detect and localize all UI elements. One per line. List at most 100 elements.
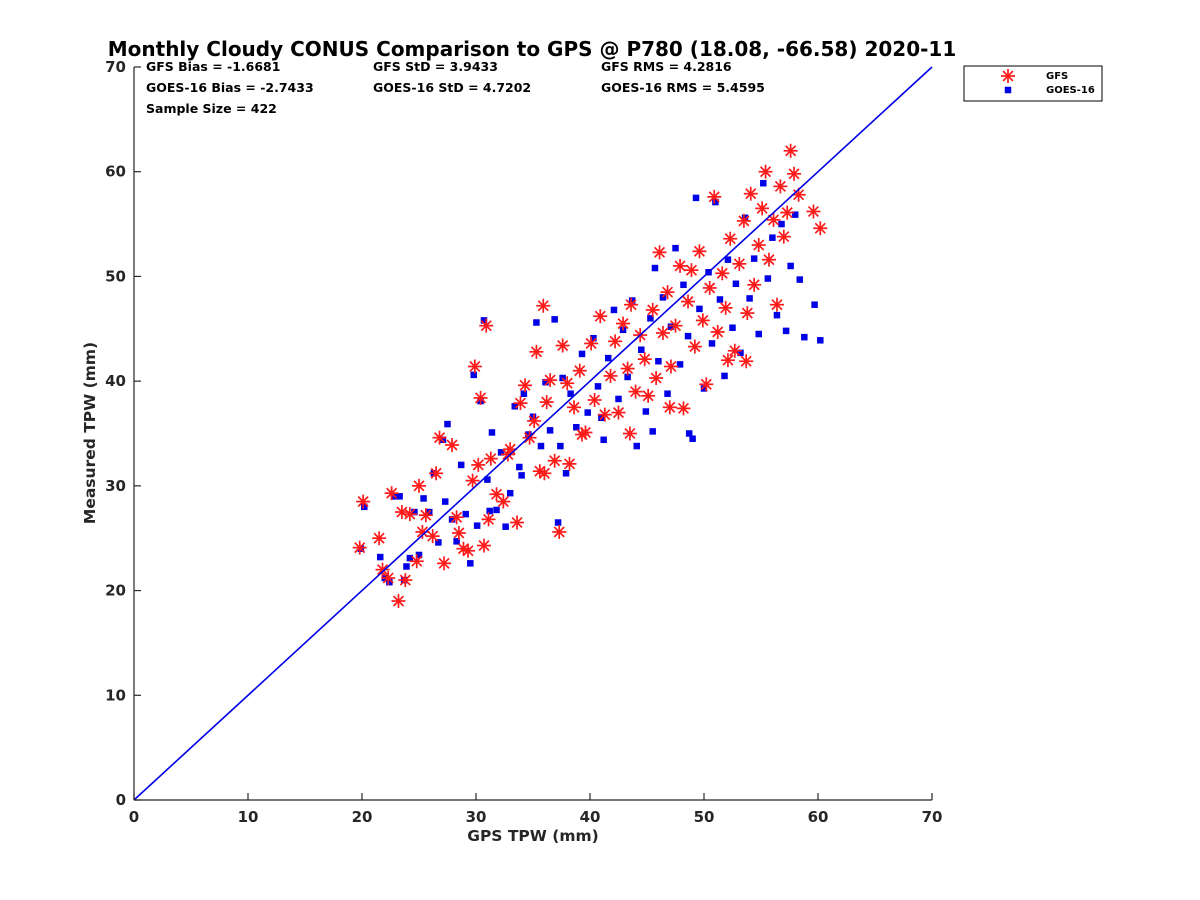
- y-tick-label: 0: [116, 791, 126, 809]
- goes-16-point: [615, 395, 622, 403]
- goes-16-point: [406, 554, 414, 562]
- legend-gfs-marker: [1001, 69, 1015, 83]
- gfs-point: [394, 505, 409, 520]
- gfs-point: [391, 594, 406, 609]
- gfs-point: [645, 302, 660, 317]
- gfs-point: [398, 573, 413, 588]
- y-axis-ticks: 0 10 20 30 40 50 60 70: [105, 58, 141, 809]
- goes-16-point: [537, 442, 545, 450]
- gfs-point: [739, 354, 754, 369]
- gfs-point: [445, 438, 460, 453]
- goes-std-text: GOES-16 StD = 4.7202: [373, 80, 531, 95]
- gfs-point: [412, 478, 426, 493]
- gfs-rms-text: GFS RMS = 4.2816: [601, 59, 732, 74]
- gfs-point: [449, 510, 464, 525]
- legend-goes-marker: [1004, 86, 1012, 94]
- goes-16-point: [448, 516, 456, 523]
- goes-16-point: [796, 276, 804, 283]
- goes-16-point: [680, 281, 687, 289]
- gfs-point: [375, 562, 390, 577]
- goes-16-point: [724, 256, 732, 263]
- gfs-point: [518, 378, 533, 393]
- goes-16-point: [444, 420, 451, 428]
- gfs-point: [479, 318, 494, 333]
- gfs-point: [529, 344, 544, 359]
- gfs-point: [780, 205, 795, 220]
- goes-16-point: [604, 354, 612, 362]
- goes-16-point: [493, 506, 500, 514]
- legend-box: [963, 65, 1103, 102]
- y-tick-label: 30: [105, 477, 126, 495]
- x-tick-label: 50: [694, 808, 715, 826]
- goes-16-point: [647, 315, 654, 322]
- y-tick-label: 50: [105, 267, 126, 285]
- gfs-point: [451, 525, 466, 540]
- gfs-point: [402, 507, 417, 522]
- gfs-point: [718, 300, 733, 315]
- gfs-point: [637, 352, 652, 367]
- goes-16-point: [554, 519, 562, 526]
- gfs-point: [813, 221, 828, 236]
- goes-16-point: [420, 495, 427, 502]
- gfs-point: [496, 494, 511, 509]
- goes-16-point: [760, 179, 767, 187]
- gfs-point: [409, 554, 424, 569]
- goes-16-point: [415, 551, 423, 559]
- gfs-point: [584, 336, 599, 351]
- goes-16-point: [467, 560, 474, 567]
- legend: GFS GOES-16: [963, 65, 1103, 102]
- goes-16-point: [651, 264, 659, 272]
- goes-16-point: [403, 563, 410, 570]
- goes-16-point: [546, 427, 554, 434]
- gfs-point: [611, 405, 626, 420]
- y-axis-label: Measured TPW (mm): [81, 342, 99, 524]
- goes-16-point: [435, 539, 442, 546]
- gfs-point: [500, 447, 515, 462]
- gfs-point: [758, 164, 773, 179]
- x-tick-label: 30: [466, 808, 487, 826]
- gfs-point: [715, 266, 730, 281]
- goes-16-point: [721, 372, 728, 380]
- gfs-point: [649, 371, 664, 386]
- data-points: [352, 143, 828, 609]
- goes-16-point: [506, 489, 514, 497]
- gfs-point: [555, 338, 570, 353]
- chart-title: Monthly Cloudy CONUS Comparison to GPS @…: [108, 37, 957, 61]
- goes-16-point: [480, 317, 488, 324]
- gfs-bias-text: GFS Bias = -1.6681: [146, 59, 280, 74]
- gfs-point: [587, 392, 602, 407]
- gfs-point: [560, 376, 575, 391]
- goes-16-point: [386, 578, 393, 586]
- gfs-point: [471, 457, 486, 472]
- x-axis-ticks: 0 10 20 30 40 50 60 70: [129, 793, 943, 826]
- goes-16-point: [696, 305, 703, 313]
- gfs-point: [352, 540, 367, 555]
- goes-16-point: [486, 507, 493, 515]
- goes-16-point: [737, 349, 744, 357]
- gfs-point: [437, 556, 452, 571]
- y-tick-label: 20: [105, 582, 126, 600]
- gfs-point: [510, 515, 525, 530]
- goes-16-point: [453, 538, 460, 545]
- goes-16-point: [755, 330, 762, 338]
- goes-16-point: [457, 461, 465, 469]
- gfs-point: [476, 538, 491, 553]
- gfs-point: [381, 571, 396, 586]
- gfs-point: [776, 229, 791, 244]
- goes-16-point: [638, 346, 645, 353]
- gfs-point: [628, 384, 643, 399]
- gfs-point: [425, 529, 440, 544]
- gfs-point: [740, 306, 755, 321]
- gfs-series: [352, 143, 828, 609]
- gfs-point: [692, 244, 707, 259]
- goes-16-point: [817, 337, 824, 344]
- goes-16-point: [573, 423, 580, 431]
- goes-16-point: [502, 523, 509, 530]
- goes-16-point: [562, 470, 570, 477]
- gfs-point: [660, 285, 675, 300]
- x-tick-label: 70: [922, 808, 943, 826]
- goes-16-point: [488, 429, 496, 436]
- goes-16-point: [692, 194, 700, 202]
- goes-16-point: [700, 385, 708, 392]
